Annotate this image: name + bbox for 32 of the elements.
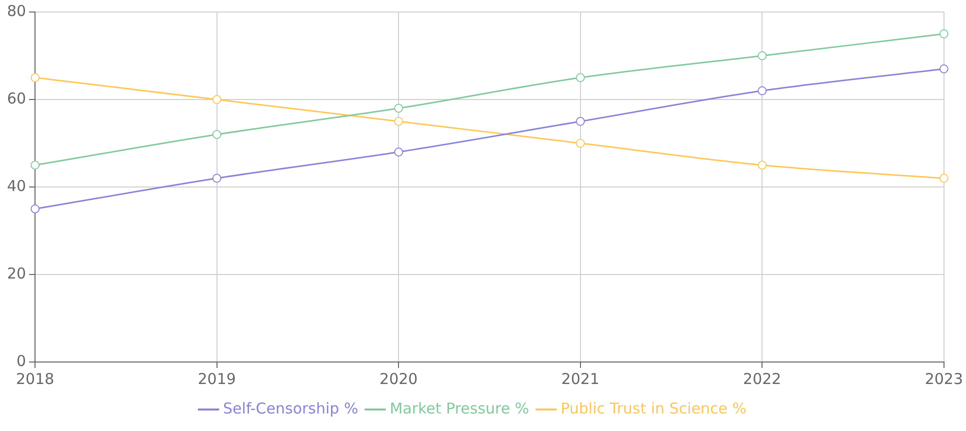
x-tick-label: 2022 (743, 370, 782, 388)
point (212, 95, 222, 104)
x-tick-label: 2018 (16, 370, 54, 388)
point (939, 29, 948, 38)
legend-label: Market Pressure % (390, 399, 530, 418)
point (576, 73, 585, 82)
point (30, 160, 40, 170)
point (394, 116, 404, 126)
point (30, 204, 40, 214)
point (939, 64, 948, 74)
point (30, 73, 40, 82)
point (758, 160, 767, 170)
point (576, 138, 585, 148)
legend-label: Public Trust in Science % (560, 399, 746, 418)
y-tick-label: 80 (6, 2, 26, 20)
point (394, 104, 404, 113)
legend-label: Self-Censorship % (223, 399, 358, 418)
x-tick-label: 2019 (198, 370, 236, 388)
x-tick-label: 2020 (380, 370, 418, 388)
point (576, 116, 585, 126)
y-tick-label: 40 (6, 176, 26, 195)
y-tick-label: 60 (6, 89, 26, 108)
y-tick-label: 20 (6, 264, 26, 282)
point (758, 86, 767, 96)
point (394, 148, 404, 156)
point (212, 174, 222, 183)
point (212, 130, 222, 139)
x-tick-label: 2023 (924, 370, 964, 388)
point (758, 51, 767, 60)
point (939, 174, 948, 183)
x-tick-label: 2021 (561, 370, 600, 388)
y-tick-label: 0 (16, 352, 26, 370)
